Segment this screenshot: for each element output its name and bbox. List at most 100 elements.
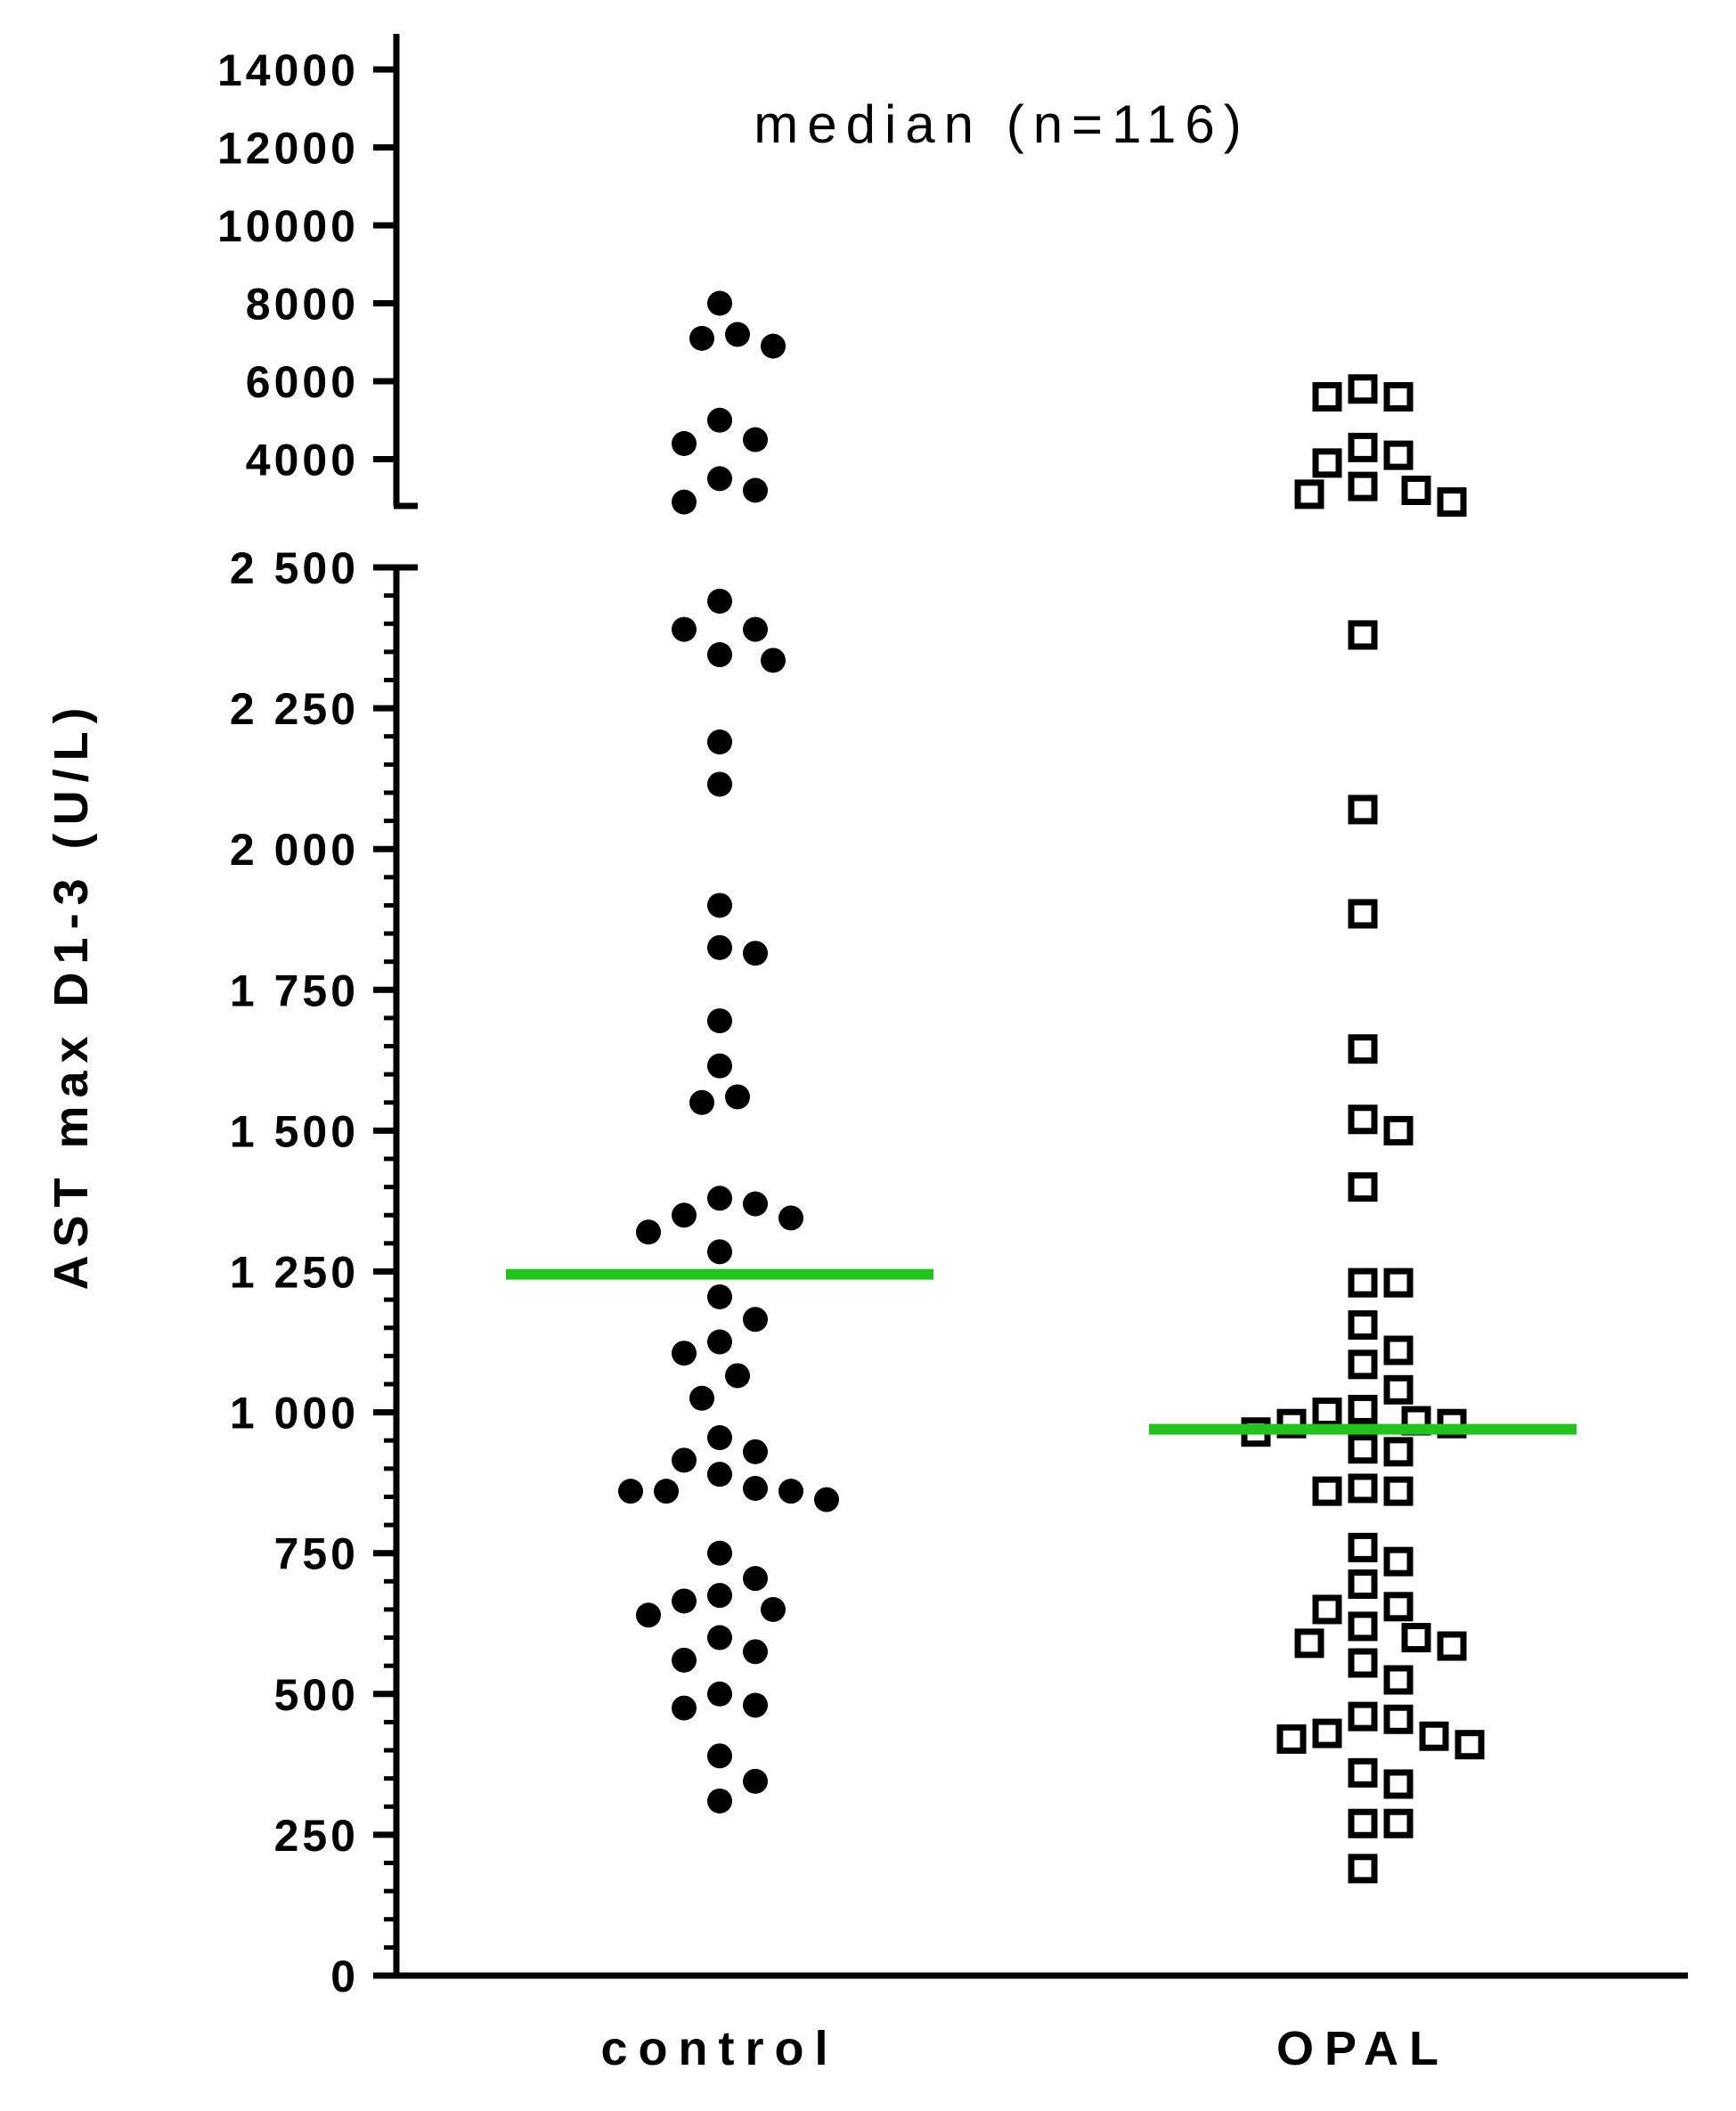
axes [393,34,1688,1979]
data-point-square [1294,479,1324,509]
data-point-circle [761,1596,786,1622]
y-tick-label: 250 [274,1811,359,1861]
data-point-square [1348,1648,1378,1678]
data-point-circle [814,1487,839,1512]
y-tick-label: 750 [274,1529,359,1579]
data-point-circle [743,616,768,642]
data-point-circle [707,934,732,960]
data-point-square [1383,1476,1414,1506]
data-point-square [1383,1115,1414,1145]
data-point-circle [707,1329,732,1355]
data-point-square [1348,1854,1378,1884]
data-point-circle [636,1219,661,1245]
data-point-circle [707,1284,732,1309]
data-point-circle [707,1186,732,1211]
data-point-square [1437,1631,1467,1661]
data-point-circle [707,892,732,918]
data-point-circle [707,771,732,797]
data-point-square [1348,1434,1378,1464]
data-point-square [1348,1394,1378,1424]
y-tick-label: 6000 [246,357,359,407]
data-point-square [1348,1701,1378,1732]
data-point-circle [707,1239,732,1265]
data-point-square [1383,1665,1414,1695]
data-point-circle [743,1768,768,1794]
data-point-square [1383,1592,1414,1622]
data-point-circle [707,1053,732,1079]
data-point-square [1348,1569,1378,1599]
data-point-square [1383,1808,1414,1838]
data-point-square [1348,620,1378,650]
data-point-circle [707,290,732,316]
data-point-circle [707,1681,732,1707]
x-axis-labels: control OPAL [601,2022,1439,2075]
data-point-circle [689,1385,714,1411]
data-point-circle [672,1447,697,1473]
data-point-circle [725,322,750,347]
data-point-square [1383,1335,1414,1365]
y-tick-label: 2 250 [230,684,359,734]
data-point-square [1348,1349,1378,1380]
y-tick-label: 2 000 [230,825,359,875]
data-point-square [1383,1437,1414,1467]
data-point-circle [743,477,768,503]
data-point-circle [707,1462,732,1487]
data-point-square [1437,487,1467,518]
data-point-circle [778,1479,803,1504]
data-point-square [1401,476,1431,505]
median-lines [506,1268,1577,1435]
data-point-square [1348,1310,1378,1341]
data-point-square [1348,374,1378,404]
y-tick-label: 1 000 [230,1389,359,1439]
chart-title: median (n=116) [754,94,1250,154]
data-point-square [1348,1104,1378,1135]
data-point-square [1312,382,1342,412]
data-point-circle [672,616,697,642]
data-point-square [1383,440,1414,470]
data-point-circle [707,1583,732,1609]
data-point-square [1312,1398,1342,1428]
data-point-square [1348,1267,1378,1298]
y-tick-label: 1 750 [230,966,359,1015]
data-point-square [1348,1757,1378,1788]
y-axis-ticks: 0 250 500 750 1 000 1 250 1 500 1 750 2 000 2 250… [217,45,396,2001]
data-point-circle [689,325,714,351]
data-point-circle [672,431,697,456]
y-tick-label: 1 250 [230,1248,359,1298]
data-point-circle [743,1191,768,1217]
data-point-circle [654,1479,679,1504]
data-point-square [1312,1594,1342,1625]
data-point-circle [672,1588,697,1614]
data-point-square [1348,1808,1378,1838]
data-point-square [1348,1034,1378,1064]
data-point-square [1276,1724,1307,1754]
y-tick-label: 14000 [217,45,359,95]
data-point-circle [743,1566,768,1592]
data-point-circle [636,1602,661,1628]
data-point-square [1383,382,1414,412]
data-point-square [1383,1704,1414,1734]
y-tick-label: 500 [274,1670,359,1720]
data-point-square [1312,1476,1342,1506]
data-point-circle [743,1692,768,1718]
data-point-circle [761,333,786,359]
x-tick-label: control [601,2022,839,2075]
data-point-square [1312,1718,1342,1748]
data-point-square [1383,1769,1414,1799]
data-point-square [1348,432,1378,462]
data-point-circle [743,1307,768,1333]
data-point-circle [707,1788,732,1814]
data-point-circle [778,1205,803,1231]
data-point-square [1348,1532,1378,1562]
data-point-circle [707,729,732,755]
data-point-square [1419,1721,1449,1751]
data-point-square [1383,1374,1414,1405]
data-point-circle [707,407,732,433]
data-point-circle [707,642,732,668]
data-point-circle [672,489,697,515]
data-point-circle [743,941,768,966]
data-point-circle [707,1743,732,1769]
data-point-circle [743,1439,768,1464]
data-point-square [1383,1546,1414,1577]
data-point-circle [618,1479,643,1504]
